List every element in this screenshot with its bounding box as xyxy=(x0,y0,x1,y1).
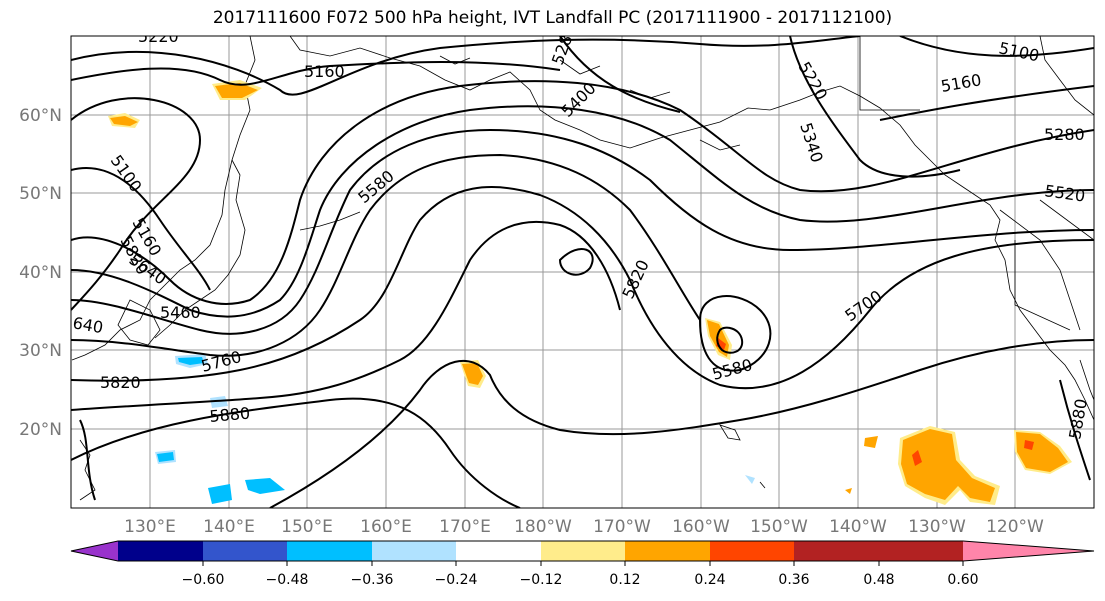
colorbar-tick: 0.24 xyxy=(694,572,725,588)
lat-label-20n: 20°N xyxy=(19,420,62,440)
colorbar-segment xyxy=(372,541,456,561)
colorbar-tick: 0.48 xyxy=(863,572,894,588)
lon-label: 140°W xyxy=(829,517,887,537)
lon-label: 170°E xyxy=(439,517,491,537)
colorbar-segment xyxy=(456,541,541,561)
colorbar-tick: −0.24 xyxy=(435,572,478,588)
colorbar: −0.60 −0.48 −0.36 −0.24 −0.12 0.12 0.24 … xyxy=(70,540,1095,588)
lon-label: 170°W xyxy=(593,517,651,537)
contour-label: 5160 xyxy=(304,62,345,81)
contour-label: 5280 xyxy=(1044,125,1085,144)
colorbar-tick: 0.12 xyxy=(609,572,640,588)
colorbar-segment xyxy=(625,541,710,561)
colorbar-segment xyxy=(118,541,203,561)
ivt-shading xyxy=(108,80,1072,505)
colorbar-tick: −0.12 xyxy=(520,572,563,588)
colorbar-segment xyxy=(541,541,625,561)
colorbar-segment xyxy=(287,541,372,561)
lon-label: 180°W xyxy=(514,517,572,537)
colorbar-tick: −0.60 xyxy=(182,572,225,588)
lon-label: 120°W xyxy=(986,517,1044,537)
lat-label-60n: 60°N xyxy=(19,106,62,126)
lon-label: 130°W xyxy=(908,517,966,537)
lon-label: 130°E xyxy=(124,517,176,537)
colorbar-tick: 0.60 xyxy=(947,572,978,588)
colorbar-extend-high xyxy=(963,541,1094,561)
lon-label: 160°E xyxy=(360,517,412,537)
lon-label: 150°W xyxy=(750,517,808,537)
map-border xyxy=(70,35,1095,509)
lon-label: 140°E xyxy=(203,517,255,537)
graticule xyxy=(71,36,1094,508)
colorbar-tick: −0.36 xyxy=(351,572,394,588)
lon-label: 150°E xyxy=(281,517,333,537)
lat-label-30n: 30°N xyxy=(19,341,62,361)
colorbar-segment xyxy=(710,541,794,561)
lat-label-50n: 50°N xyxy=(19,184,62,204)
page-title: 2017111600 F072 500 hPa height, IVT Land… xyxy=(212,8,893,28)
contour-label: 5880 xyxy=(209,404,251,426)
lon-label: 160°W xyxy=(672,517,730,537)
colorbar-segment xyxy=(203,541,287,561)
colorbar-segment xyxy=(879,541,963,561)
height-contours xyxy=(71,36,1094,508)
lat-label-40n: 40°N xyxy=(19,263,62,283)
latitude-axis: 60°N 50°N 40°N 30°N 20°N xyxy=(19,106,62,440)
colorbar-segment xyxy=(794,541,879,561)
colorbar-tick: 0.36 xyxy=(778,572,809,588)
longitude-axis: 130°E 140°E 150°E 160°E 170°E 180°W 170°… xyxy=(124,517,1044,537)
contour-label: 5820 xyxy=(100,373,141,392)
colorbar-extend-low xyxy=(71,541,118,561)
colorbar-tick: −0.48 xyxy=(266,572,309,588)
contour-label: 5460 xyxy=(160,303,201,322)
contour-label: 5220 xyxy=(138,27,179,46)
